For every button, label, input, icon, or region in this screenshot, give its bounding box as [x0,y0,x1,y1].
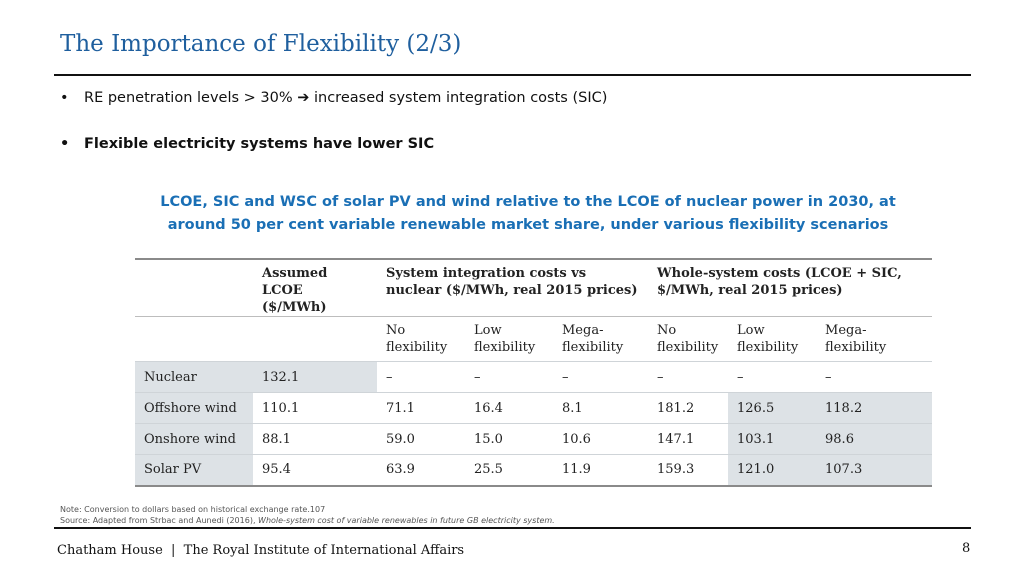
subheader-wsc-low-flex: Low flexibility [728,316,817,362]
cost-table: Assumed LCOE ($/MWh) System integration … [135,258,933,487]
subheader-wsc-mega-flex: Mega-flexibility [816,316,933,362]
table-cell: 126.5 [728,392,817,424]
table-row: Nuclear 132.1 – – – – – – [135,361,933,393]
row-label: Nuclear [135,361,253,393]
header-empty [135,259,253,317]
table-cell: 88.1 [253,423,377,455]
table-cell: 103.1 [728,423,817,455]
footer-text: Chatham House | The Royal Institute of I… [57,543,465,558]
table-cell: 181.2 [648,392,729,424]
footer-divider [54,527,971,529]
table-cell: 118.2 [816,392,933,424]
table-cell: 59.0 [377,423,465,455]
bullet-2-text: Flexible electricity systems have lower … [84,136,435,152]
source-line: Source: Adapted from Strbac and Aunedi (… [60,515,555,526]
table-cell: 159.3 [648,454,729,486]
page-number: 8 [962,541,971,556]
source-prefix: Source: Adapted from Strbac and Aunedi (… [60,516,259,525]
table-cell: 16.4 [465,392,553,424]
bullet-glyph: • [60,136,70,152]
table-cell: 10.6 [553,423,649,455]
row-label: Onshore wind [135,423,253,455]
table-row: Solar PV 95.4 63.9 25.5 11.9 159.3 121.0… [135,454,933,486]
table-cell: 147.1 [648,423,729,455]
table-cell: – [648,361,729,393]
table-cell: 63.9 [377,454,465,486]
bullet-1-text: RE penetration levels > 30% ➔ increased … [84,90,608,106]
table-cell: 121.0 [728,454,817,486]
table-cell: – [816,361,933,393]
table-cell: – [553,361,649,393]
table-cell: 8.1 [553,392,649,424]
subheader-empty [253,316,377,362]
subheader-sic-mega-flex: Mega-flexibility [553,316,649,362]
table-cell: 98.6 [816,423,933,455]
table-row: Offshore wind 110.1 71.1 16.4 8.1 181.2 … [135,392,933,424]
table-cell: – [728,361,817,393]
table-cell: 25.5 [465,454,553,486]
subheader-sic-no-flex: No flexibility [377,316,465,362]
slide-title: The Importance of Flexibility (2/3) [60,31,462,57]
note-line: Note: Conversion to dollars based on his… [60,505,326,514]
header-assumed-lcoe: Assumed LCOE ($/MWh) [262,266,328,315]
header-system-integration-costs: System integration costs vs nuclear ($/M… [386,266,638,298]
bullet-1: • RE penetration levels > 30% ➔ increased… [60,90,607,106]
bullet-2: • Flexible electricity systems have lower… [60,136,434,152]
source-note: Note: Conversion to dollars based on his… [60,504,555,526]
table-cell: 95.4 [253,454,377,486]
table-cell: 107.3 [816,454,933,486]
subheader-empty [135,316,253,362]
table-cell: – [377,361,465,393]
bullet-glyph: • [60,90,69,106]
table-cell: 15.0 [465,423,553,455]
row-label: Offshore wind [135,392,253,424]
header-whole-system-costs: Whole-system costs (LCOE + SIC, $/MWh, r… [657,266,902,298]
row-label: Solar PV [135,454,253,486]
cost-table-container: Assumed LCOE ($/MWh) System integration … [135,258,933,487]
table-row: Onshore wind 88.1 59.0 15.0 10.6 147.1 1… [135,423,933,455]
table-cell: 132.1 [253,361,377,393]
source-title: Whole-system cost of variable renewables… [258,516,555,525]
subheader-wsc-no-flex: No flexibility [648,316,729,362]
table-cell: 110.1 [253,392,377,424]
table-cell: 11.9 [553,454,649,486]
subheader-sic-low-flex: Low flexibility [465,316,553,362]
table-caption: LCOE, SIC and WSC of solar PV and wind r… [160,194,896,233]
table-cell: – [465,361,553,393]
table-cell: 71.1 [377,392,465,424]
title-divider [54,74,971,76]
